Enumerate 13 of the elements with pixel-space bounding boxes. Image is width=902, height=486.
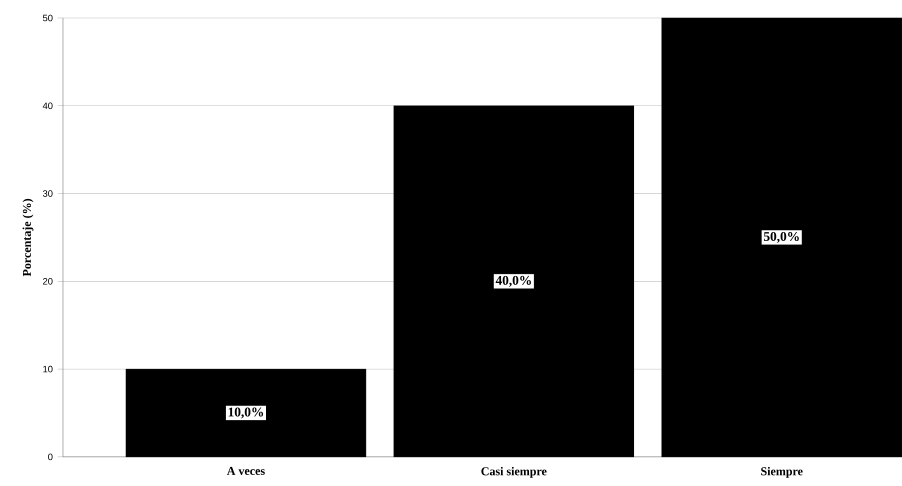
data-label: 40,0% <box>496 276 531 287</box>
y-tick-label: 0 <box>48 454 53 460</box>
y-tick-label: 30 <box>42 190 53 197</box>
y-tick-label: 50 <box>42 14 53 22</box>
x-tick-label: Casi siempre <box>481 466 547 478</box>
y-tick-label: 10 <box>43 366 53 372</box>
y-axis-title: Porcentaje (%) <box>22 199 34 276</box>
x-tick-label: A veces <box>226 466 265 476</box>
y-tick-label: 40 <box>42 102 53 110</box>
data-label: 50,0% <box>764 232 799 243</box>
x-tick-label: Siempre <box>761 466 803 478</box>
y-tick-label: 20 <box>43 278 53 285</box>
data-label: 10,0% <box>228 408 264 419</box>
